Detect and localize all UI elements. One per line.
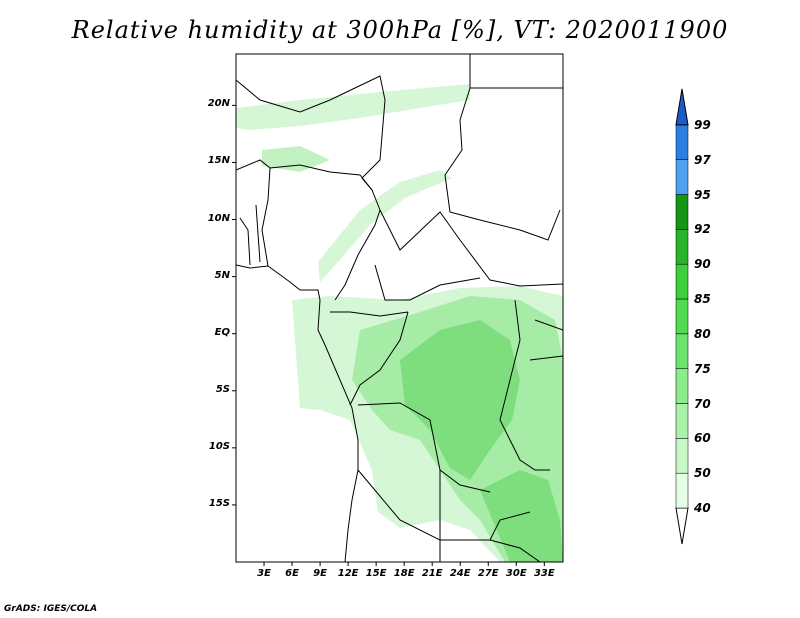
- colorbar-level-label: 85: [694, 292, 711, 306]
- colorbar-level-label: 50: [694, 466, 711, 481]
- lon-label: 15E: [365, 568, 387, 579]
- border-drc-congo: [349, 311, 409, 406]
- border-chad-sudan: [444, 54, 471, 213]
- colorbar-level-label: 75: [694, 361, 711, 376]
- border-niger-chad: [329, 75, 386, 211]
- border-east-lakes: [499, 299, 550, 471]
- border-mali-burkina: [236, 159, 271, 267]
- border-car: [379, 209, 563, 287]
- map-frame: [235, 53, 564, 563]
- coastline-west-africa: [236, 264, 359, 562]
- colorbar-level-label: 90: [694, 257, 711, 272]
- humidity-shade-diagonal-band: [318, 170, 452, 282]
- lon-label: 18E: [393, 568, 415, 579]
- colorbar-level-label: 60: [694, 431, 711, 446]
- humidity-shade-sahel-band: [236, 84, 470, 130]
- colorbar: [675, 88, 689, 545]
- lon-label: 6E: [285, 568, 299, 579]
- border-ghana-benin: [239, 204, 261, 266]
- colorbar-segment: [675, 124, 689, 160]
- border-west-sahara: [236, 79, 331, 113]
- lat-label: 10N: [207, 212, 230, 224]
- colorbar-segment: [675, 194, 689, 230]
- colorbar-level-label: 92: [694, 222, 711, 237]
- colorbar-segment: [675, 368, 689, 404]
- lat-label: 15S: [208, 497, 230, 509]
- lon-label: 21E: [421, 568, 443, 579]
- lon-label: 30E: [505, 568, 527, 579]
- colorbar-segment: [675, 403, 689, 439]
- colorbar-segment: [675, 438, 689, 474]
- colorbar-segment: [675, 333, 689, 369]
- colorbar-segment: [675, 263, 689, 300]
- humidity-shade-sahel-patch: [262, 146, 330, 172]
- lat-label: 5N: [214, 269, 230, 281]
- colorbar-max-arrow: [675, 88, 689, 126]
- lon-label: 33E: [533, 568, 555, 579]
- border-south-zambia: [489, 539, 541, 562]
- border-east: [529, 319, 563, 361]
- colorbar-level-label: 97: [694, 152, 711, 167]
- map-title: Relative humidity at 300hPa [%], VT: 202…: [71, 16, 729, 44]
- colorbar-level-label: 40: [694, 501, 711, 515]
- colorbar-level-label: 80: [694, 326, 711, 341]
- lat-label: EQ: [214, 326, 230, 338]
- colorbar-level-label: 70: [694, 396, 711, 411]
- border-congo-north: [330, 311, 409, 317]
- lon-label: 9E: [313, 568, 327, 579]
- lat-label: 15N: [207, 155, 230, 167]
- lat-label: 10S: [208, 440, 230, 452]
- border-drc-angola: [357, 402, 491, 493]
- border-southwest: [357, 469, 441, 562]
- border-cameroon-car: [374, 264, 481, 301]
- borders: [236, 54, 563, 562]
- grads-credit: GrADS: IGES/COLA: [4, 604, 98, 614]
- lon-label: 3E: [257, 568, 271, 579]
- border-sudan-ss: [449, 209, 561, 241]
- humidity-shade-basin-strong: [400, 320, 520, 480]
- colorbar-segment: [675, 472, 689, 509]
- humidity-shading: [236, 84, 563, 562]
- lat-label: 5S: [215, 383, 230, 395]
- colorbar-level-label: 99: [694, 117, 711, 132]
- axis-ticks: [232, 104, 545, 566]
- lat-label: 20N: [207, 98, 230, 110]
- colorbar-segment: [675, 159, 689, 195]
- lon-label: 24E: [449, 568, 471, 579]
- humidity-shade-southeast-strong: [480, 470, 563, 562]
- colorbar-segment: [675, 229, 689, 265]
- colorbar-segment: [675, 298, 689, 335]
- lon-label: 12E: [337, 568, 359, 579]
- colorbar-level-label: 95: [694, 187, 711, 202]
- colorbar-min-arrow: [675, 507, 689, 545]
- border-nigeria-cameroon: [334, 209, 381, 301]
- lon-label: 27E: [477, 568, 499, 579]
